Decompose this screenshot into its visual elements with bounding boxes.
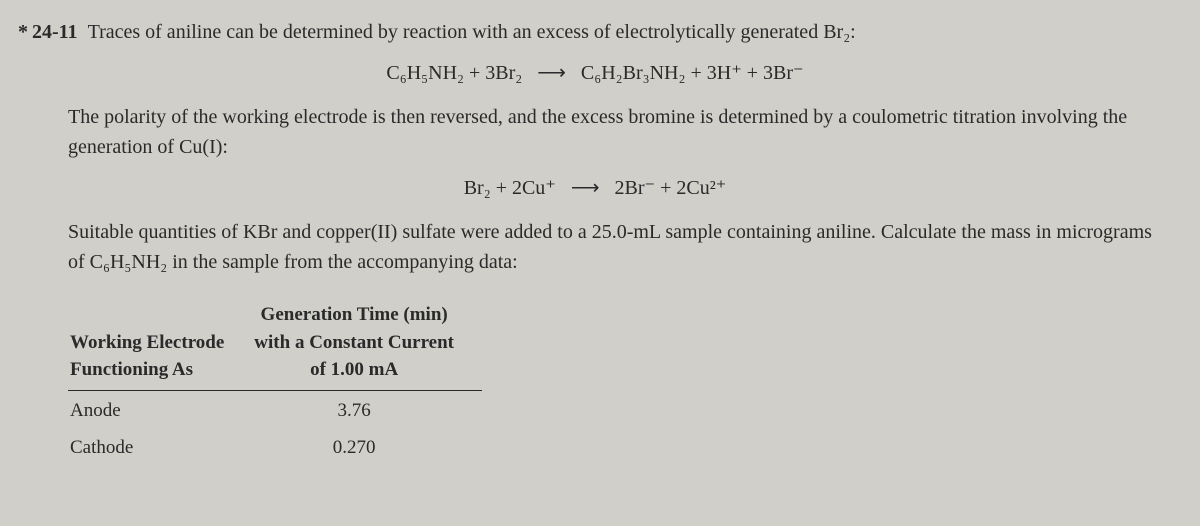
equation-1: C₆H₅NH₂ + 3Br₂ ⟶ C₆H₂Br₃NH₂ + 3H⁺ + 3Br⁻ [18, 59, 1172, 88]
row-label: Anode [68, 390, 252, 428]
equation-2: Br₂ + 2Cu⁺ ⟶ 2Br⁻ + 2Cu²⁺ [18, 174, 1172, 203]
head-col1-line2: Functioning As [70, 359, 193, 380]
equation-2-right: 2Br⁻ + 2Cu²⁺ [615, 177, 727, 199]
equation-1-arrow: ⟶ [537, 59, 566, 88]
equation-1-left: C₆H₅NH₂ + 3Br₂ [386, 62, 522, 84]
table-row: Cathode 0.270 [68, 428, 482, 466]
problem-intro: Traces of aniline can be determined by r… [88, 18, 856, 47]
challenge-asterisk: * [18, 18, 28, 47]
head-col2-line3: of 1.00 mA [310, 359, 398, 380]
table-row: Anode 3.76 [68, 390, 482, 428]
data-table: Working Electrode Functioning As Generat… [68, 299, 482, 466]
row-value: 3.76 [252, 390, 482, 428]
table-head-time: Generation Time (min) with a Constant Cu… [252, 299, 482, 390]
head-col2-line1: Generation Time (min) [261, 304, 448, 325]
equation-1-right: C₆H₂Br₃NH₂ + 3H⁺ + 3Br⁻ [581, 62, 804, 84]
table-header-row: Working Electrode Functioning As Generat… [68, 299, 482, 390]
head-col2-line2: with a Constant Current [254, 332, 454, 353]
data-table-container: Working Electrode Functioning As Generat… [68, 299, 1172, 466]
problem-header: * 24-11 Traces of aniline can be determi… [18, 18, 1172, 47]
row-value: 0.270 [252, 428, 482, 466]
head-col1-line1: Working Electrode [70, 332, 224, 353]
problem-number: 24-11 [32, 18, 78, 47]
paragraph-2: Suitable quantities of KBr and copper(II… [68, 217, 1172, 277]
equation-2-arrow: ⟶ [571, 174, 600, 203]
equation-2-left: Br₂ + 2Cu⁺ [464, 177, 556, 199]
paragraph-1: The polarity of the working electrode is… [68, 102, 1172, 162]
row-label: Cathode [68, 428, 252, 466]
table-head-electrode: Working Electrode Functioning As [68, 299, 252, 390]
